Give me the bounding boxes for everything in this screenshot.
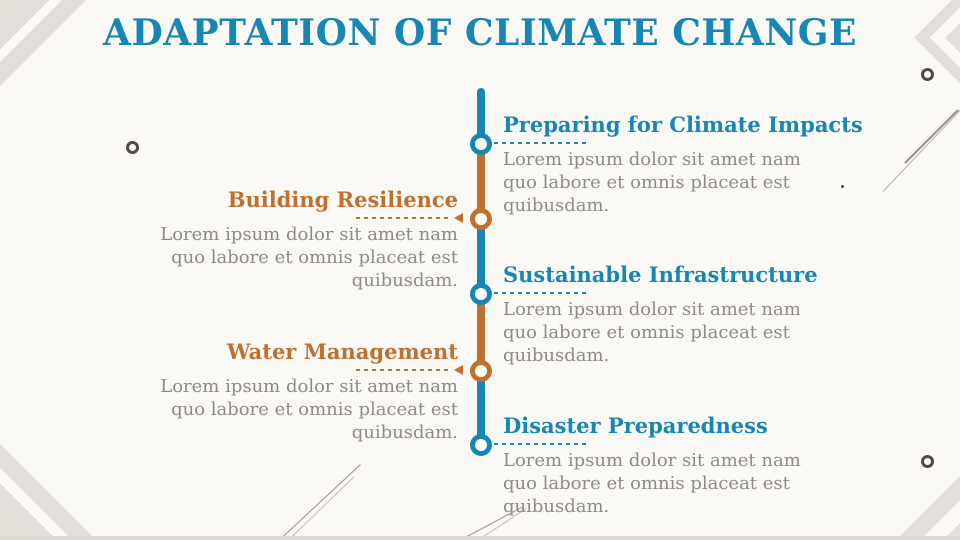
timeline-node — [470, 208, 492, 230]
timeline-segment — [477, 294, 485, 371]
timeline-node — [470, 434, 492, 456]
timeline-item-description: Lorem ipsum dolor sit amet nam quo labor… — [160, 224, 458, 291]
connector-dashed-line — [494, 443, 590, 445]
connector — [483, 288, 590, 298]
connector-dashed-line — [356, 369, 452, 371]
connector-dashed-line — [494, 142, 590, 144]
timeline-item-description: Lorem ipsum dolor sit amet nam quo labor… — [503, 450, 801, 517]
dot-decoration — [841, 185, 844, 188]
diagonal-line-decoration — [904, 109, 959, 164]
timeline-item: Water Management Lorem ipsum dolor sit am… — [113, 339, 463, 444]
timeline-item: Sustainable Infrastructure Lorem ipsum do… — [483, 262, 848, 367]
diagonal-line-decoration — [288, 476, 355, 540]
timeline-segment — [477, 88, 485, 144]
timeline-item: Preparing for Climate Impacts Lorem ipsum… — [483, 112, 863, 217]
timeline-item-description: Lorem ipsum dolor sit amet nam quo labor… — [160, 376, 458, 443]
diagonal-line-decoration — [882, 109, 960, 192]
chevron-decoration-bottom-right — [861, 446, 960, 540]
timeline-item-title: Building Resilience — [227, 187, 458, 212]
timeline-item: Building Resilience Lorem ipsum dolor sit… — [113, 187, 463, 292]
ring-decoration-top-right — [921, 68, 934, 81]
timeline-segment — [477, 371, 485, 445]
bottom-strip-decoration — [0, 536, 960, 540]
timeline-item-title: Water Management — [226, 339, 458, 364]
connector-arrow-icon — [454, 365, 463, 375]
connector — [356, 213, 463, 223]
timeline-item-title: Sustainable Infrastructure — [503, 262, 818, 287]
timeline-item-title: Disaster Preparedness — [503, 413, 768, 438]
timeline-item: Disaster Preparedness Lorem ipsum dolor s… — [483, 413, 848, 518]
connector-arrow-icon — [454, 213, 463, 223]
chevron-decoration-bottom-right — [885, 470, 960, 540]
timeline-node — [470, 360, 492, 382]
timeline-node — [470, 283, 492, 305]
timeline-segment — [477, 144, 485, 219]
chevron-decoration-bottom-right — [907, 492, 960, 540]
connector — [483, 439, 590, 449]
diagonal-line-decoration — [279, 464, 361, 540]
connector — [356, 365, 463, 375]
timeline-item-description: Lorem ipsum dolor sit amet nam quo labor… — [503, 149, 801, 216]
timeline-item-description: Lorem ipsum dolor sit amet nam quo labor… — [503, 299, 801, 366]
connector-dashed-line — [494, 292, 590, 294]
timeline-segment — [477, 219, 485, 294]
connector — [483, 138, 590, 148]
timeline-node — [470, 133, 492, 155]
connector-dashed-line — [356, 217, 452, 219]
ring-decoration-left — [126, 141, 139, 154]
timeline-item-title: Preparing for Climate Impacts — [503, 112, 863, 137]
slide-title: ADAPTATION OF CLIMATE CHANGE — [103, 12, 857, 54]
ring-decoration-bottom-right — [921, 455, 934, 468]
